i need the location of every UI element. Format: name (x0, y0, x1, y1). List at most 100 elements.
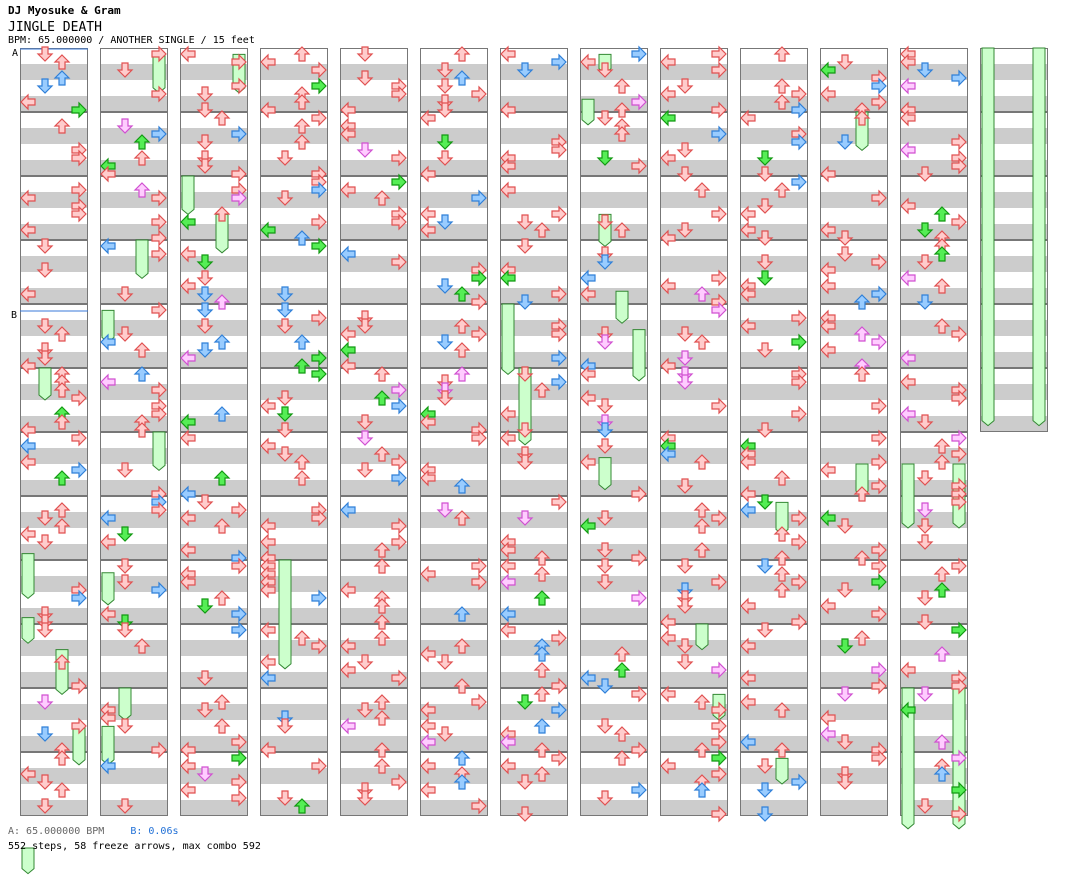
step-arrow-up (933, 646, 951, 662)
step-arrow-up (933, 734, 951, 750)
beat-band (340, 800, 408, 816)
beat-band (660, 704, 728, 720)
step-arrow-up (373, 710, 391, 726)
step-arrow-right (391, 773, 407, 791)
step-arrow-up (933, 206, 951, 222)
measure-box (180, 368, 248, 432)
beat-band (500, 576, 568, 592)
step-arrow-up (933, 766, 951, 782)
step-arrow-down (596, 62, 614, 78)
step-arrow-left (500, 269, 516, 287)
step-arrow-down (196, 494, 214, 510)
step-arrow-up (453, 342, 471, 358)
beat-band (580, 800, 648, 816)
step-arrow-down (276, 406, 294, 422)
beat-band (180, 352, 248, 368)
freeze-arrow (615, 290, 629, 324)
step-arrow-up (53, 470, 71, 486)
step-arrow-down (116, 462, 134, 478)
step-arrow-right (391, 173, 407, 191)
measure-box (340, 752, 408, 816)
step-arrow-up (533, 646, 551, 662)
measure-box (260, 112, 328, 176)
beat-band (180, 96, 248, 112)
step-arrow-up (373, 630, 391, 646)
step-arrow-right (231, 77, 247, 95)
step-arrow-down (116, 718, 134, 734)
beat-band (900, 384, 968, 400)
step-arrow-right (871, 77, 887, 95)
step-arrow-up (373, 542, 391, 558)
step-arrow-down (436, 62, 454, 78)
step-arrow-down (836, 686, 854, 702)
beat-band (20, 640, 88, 656)
measure-box (580, 48, 648, 112)
step-arrow-up (773, 470, 791, 486)
step-arrow-right (471, 293, 487, 311)
beat-band (260, 544, 328, 560)
measure-box (420, 688, 488, 752)
step-arrow-up (133, 366, 151, 382)
step-arrow-down (516, 694, 534, 710)
measure-box (20, 688, 88, 752)
step-arrow-left (740, 317, 756, 335)
beat-band (660, 96, 728, 112)
measure-box (340, 624, 408, 688)
step-arrow-left (260, 533, 276, 551)
step-arrow-left (740, 693, 756, 711)
step-arrow-up (453, 638, 471, 654)
step-arrow-left (500, 621, 516, 639)
step-arrow-left (20, 437, 36, 455)
beat-band (180, 736, 248, 752)
step-arrow-down (276, 718, 294, 734)
beat-band (260, 800, 328, 816)
measure-box (580, 432, 648, 496)
step-arrow-right (151, 501, 167, 519)
step-arrow-right (551, 373, 567, 391)
freeze-arrow (981, 47, 995, 427)
step-arrow-left (100, 333, 116, 351)
measure-box (20, 304, 88, 368)
step-arrow-down (196, 286, 214, 302)
step-arrow-down (116, 622, 134, 638)
step-arrow-down (356, 414, 374, 430)
step-arrow-down (36, 798, 54, 814)
step-arrow-left (500, 757, 516, 775)
step-arrow-right (391, 149, 407, 167)
beat-band (500, 672, 568, 688)
measure-box (20, 432, 88, 496)
measure-box (20, 240, 88, 304)
step-arrow-right (151, 301, 167, 319)
step-arrow-up (293, 630, 311, 646)
measure-box (180, 240, 248, 304)
step-arrow-left (660, 149, 676, 167)
step-arrow-left (660, 229, 676, 247)
measure-box (580, 496, 648, 560)
beat-band (900, 544, 968, 560)
beat-band (340, 544, 408, 560)
beat-band (820, 640, 888, 656)
step-arrow-left (900, 197, 916, 215)
beat-band (20, 480, 88, 496)
step-arrow-up (773, 46, 791, 62)
measure-box (180, 624, 248, 688)
step-arrow-right (231, 621, 247, 639)
beat-band (100, 480, 168, 496)
beat-band (580, 704, 648, 720)
step-arrow-down (676, 478, 694, 494)
step-arrow-up (853, 110, 871, 126)
step-arrow-down (196, 86, 214, 102)
step-arrow-right (231, 53, 247, 71)
beat-band (420, 480, 488, 496)
beat-band (340, 96, 408, 112)
step-arrow-left (420, 717, 436, 735)
step-arrow-left (260, 741, 276, 759)
beat-band (500, 480, 568, 496)
step-arrow-right (151, 581, 167, 599)
beat-band (260, 288, 328, 304)
beat-band (900, 448, 968, 464)
measure-box (900, 48, 968, 112)
measure-box (500, 368, 568, 432)
step-arrow-left (580, 669, 596, 687)
measure-box (660, 560, 728, 624)
